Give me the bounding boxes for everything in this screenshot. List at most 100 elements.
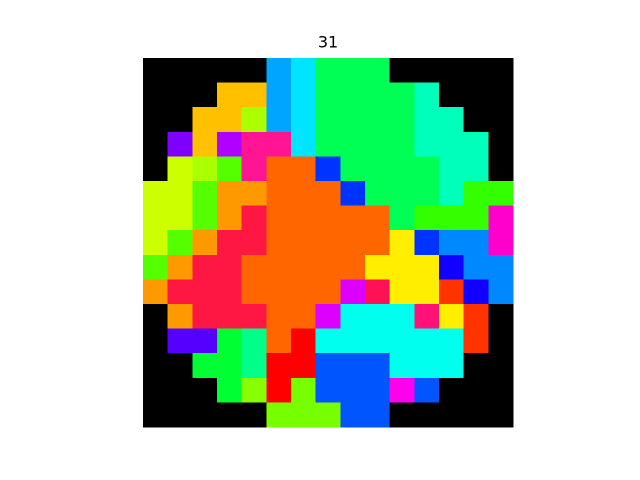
- pixel-cell: [315, 353, 341, 379]
- pixel-cell: [414, 82, 440, 108]
- pixel-cell: [217, 328, 243, 354]
- pixel-cell: [463, 58, 489, 84]
- pixel-cell: [217, 254, 243, 280]
- pixel-cell: [414, 304, 440, 330]
- chart-title: 31: [318, 33, 338, 52]
- pixel-cell: [340, 328, 366, 354]
- pixel-cell: [463, 279, 489, 305]
- pixel-cell: [365, 205, 391, 231]
- pixel-cell: [463, 353, 489, 379]
- pixel-cell: [340, 131, 366, 157]
- pixel-cell: [389, 377, 415, 403]
- pixel-cell: [291, 205, 317, 231]
- pixel-cell: [414, 377, 440, 403]
- pixel-cell: [365, 181, 391, 207]
- pixel-cell: [340, 254, 366, 280]
- pixel-cell: [217, 353, 243, 379]
- pixel-cell: [439, 254, 465, 280]
- pixel-cell: [291, 328, 317, 354]
- pixel-cell: [340, 353, 366, 379]
- pixel-cell: [439, 58, 465, 84]
- pixel-cell: [365, 402, 391, 428]
- pixel-cell: [266, 353, 292, 379]
- pixel-cell: [365, 254, 391, 280]
- pixel-cell: [389, 156, 415, 182]
- pixel-cell: [266, 107, 292, 133]
- pixel-cell: [266, 304, 292, 330]
- pixel-cell: [241, 107, 267, 133]
- pixel-cell: [439, 353, 465, 379]
- pixel-cell: [192, 230, 218, 256]
- pixel-cell: [192, 254, 218, 280]
- pixel-cell: [143, 328, 169, 354]
- pixel-cell: [340, 205, 366, 231]
- pixel-cell: [414, 156, 440, 182]
- pixel-cell: [167, 304, 193, 330]
- pixel-cell: [143, 82, 169, 108]
- pixel-cell: [389, 402, 415, 428]
- pixel-cell: [463, 181, 489, 207]
- pixel-cell: [217, 82, 243, 108]
- pixel-cell: [463, 131, 489, 157]
- pixel-cell: [143, 279, 169, 305]
- pixel-cell: [488, 131, 514, 157]
- pixel-cell: [241, 58, 267, 84]
- pixel-cell: [192, 402, 218, 428]
- pixel-cell: [192, 131, 218, 157]
- pixel-cell: [217, 377, 243, 403]
- pixel-cell: [167, 82, 193, 108]
- pixel-cell: [389, 58, 415, 84]
- pixel-cell: [365, 304, 391, 330]
- pixel-cell: [414, 58, 440, 84]
- pixel-cell: [463, 230, 489, 256]
- pixel-cell: [414, 279, 440, 305]
- pixel-cell: [439, 377, 465, 403]
- pixel-cell: [463, 254, 489, 280]
- pixel-cell: [365, 107, 391, 133]
- pixel-cell: [340, 58, 366, 84]
- pixel-cell: [315, 279, 341, 305]
- pixel-cell: [192, 58, 218, 84]
- pixel-cell: [291, 230, 317, 256]
- pixel-cell: [192, 353, 218, 379]
- pixel-cell: [389, 353, 415, 379]
- pixel-cell: [192, 377, 218, 403]
- pixel-cell: [241, 279, 267, 305]
- pixel-cell: [291, 279, 317, 305]
- pixel-cell: [488, 181, 514, 207]
- pixel-cell: [217, 156, 243, 182]
- pixel-cell: [143, 304, 169, 330]
- pixel-cell: [389, 279, 415, 305]
- pixel-cell: [315, 328, 341, 354]
- pixel-cell: [143, 156, 169, 182]
- pixel-cell: [266, 377, 292, 403]
- pixel-cell: [463, 328, 489, 354]
- pixel-cell: [414, 131, 440, 157]
- pixel-cell: [291, 58, 317, 84]
- pixel-cell: [192, 82, 218, 108]
- pixel-cell: [167, 181, 193, 207]
- pixel-cell: [241, 353, 267, 379]
- pixel-cell: [167, 156, 193, 182]
- pixel-cell: [192, 181, 218, 207]
- pixel-cell: [365, 58, 391, 84]
- pixel-cell: [241, 82, 267, 108]
- pixel-cell: [439, 328, 465, 354]
- pixel-cell: [365, 353, 391, 379]
- pixel-cell: [414, 254, 440, 280]
- pixel-cell: [192, 328, 218, 354]
- pixel-cell: [266, 181, 292, 207]
- pixel-cell: [192, 304, 218, 330]
- pixel-cell: [414, 353, 440, 379]
- pixel-cell: [389, 304, 415, 330]
- pixel-cell: [315, 304, 341, 330]
- pixel-cell: [266, 230, 292, 256]
- pixel-cell: [488, 205, 514, 231]
- pixel-cell: [266, 131, 292, 157]
- pixel-cell: [266, 156, 292, 182]
- pixel-cell: [365, 279, 391, 305]
- pixel-cell: [488, 58, 514, 84]
- pixel-cell: [291, 304, 317, 330]
- pixel-cell: [291, 377, 317, 403]
- pixel-cell: [439, 82, 465, 108]
